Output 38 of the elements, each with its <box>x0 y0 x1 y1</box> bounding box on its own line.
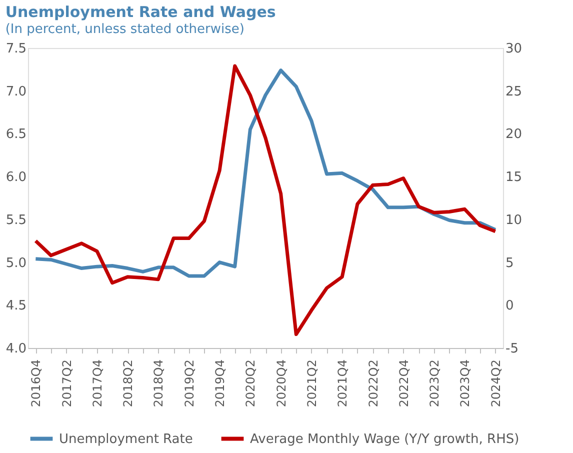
x-tick-label: 2020Q2 <box>244 360 258 408</box>
y-tick-label: 6.5 <box>6 127 26 142</box>
y-tick-label: 6.0 <box>6 170 26 186</box>
x-tick-label: 2022Q4 <box>396 360 411 408</box>
x-tick-label: 2023Q2 <box>428 360 442 408</box>
y-tick-label: 5.0 <box>6 256 26 271</box>
y2-tick-label: 10 <box>506 212 522 228</box>
y2-tick-label: 20 <box>506 127 522 142</box>
y2-tick-label: 0 <box>506 298 514 314</box>
x-tick-label: 2016Q4 <box>29 360 44 408</box>
x-tick-label: 2020Q4 <box>274 360 288 408</box>
y2-tick-label: 15 <box>506 170 522 186</box>
y2-tick-label: 30 <box>506 42 522 56</box>
legend-label: Unemployment Rate <box>59 432 193 447</box>
y-tick-label: 4.5 <box>6 298 26 314</box>
legend-label: Average Monthly Wage (Y/Y growth, RHS) <box>250 432 520 447</box>
x-tick-label: 2019Q4 <box>213 360 228 408</box>
x-tick-label: 2021Q4 <box>336 360 350 408</box>
y-tick-label: 4.0 <box>6 342 26 356</box>
x-tick-label: 2018Q2 <box>121 360 136 408</box>
y2-tick-label: 5 <box>506 256 514 271</box>
x-tick-label: 2019Q2 <box>182 360 196 408</box>
x-tick-label: 2024Q2 <box>488 360 503 408</box>
chart-title: Unemployment Rate and Wages <box>5 3 276 21</box>
y2-tick-label: -5 <box>506 342 518 356</box>
x-tick-label: 2018Q4 <box>152 360 166 408</box>
x-tick-label: 2017Q4 <box>90 360 104 408</box>
x-tick-label: 2022Q2 <box>366 360 380 408</box>
y-tick-label: 7.0 <box>6 84 26 100</box>
y-tick-label: 5.5 <box>6 212 26 228</box>
x-tick-label: 2023Q4 <box>458 360 472 408</box>
line-series <box>34 64 498 336</box>
line-series <box>34 68 498 278</box>
x-tick-label: 2017Q2 <box>60 360 74 408</box>
y2-tick-label: 25 <box>506 84 522 100</box>
x-tick-label: 2021Q2 <box>304 360 319 408</box>
y-tick-label: 7.5 <box>6 42 26 56</box>
chart-subtitle: (In percent, unless stated otherwise) <box>5 22 244 37</box>
